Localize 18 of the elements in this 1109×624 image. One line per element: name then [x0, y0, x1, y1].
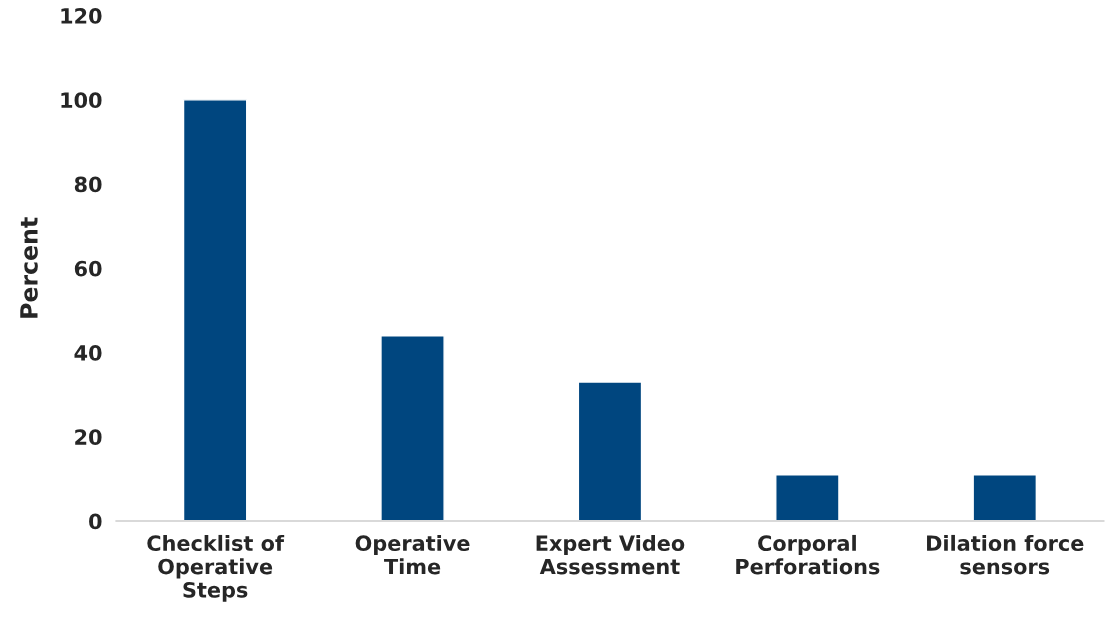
y-tick-label: 120 [61, 8, 102, 24]
y-axis-title: Percent [20, 217, 38, 318]
x-tick-label: Checklist of Operative Steps [147, 534, 285, 602]
y-tick-label: 20 [75, 429, 102, 446]
bar [182, 99, 248, 522]
y-tick-label: 60 [74, 260, 102, 277]
y-tick-label: 40 [74, 345, 102, 361]
x-tick-label: Expert Video Assessment [536, 534, 685, 575]
y-tick-label: 0 [89, 513, 102, 530]
bar [972, 474, 1038, 522]
bar [380, 335, 445, 522]
bar [577, 381, 643, 522]
x-tick-label: Corporal Perforations [736, 534, 880, 575]
x-tick-label: Operative Time [355, 534, 470, 575]
bar [775, 474, 840, 522]
y-tick-label: 80 [74, 176, 102, 193]
y-tick-label: 100 [61, 92, 102, 109]
x-tick-label: Dilation force sensors [927, 534, 1084, 575]
